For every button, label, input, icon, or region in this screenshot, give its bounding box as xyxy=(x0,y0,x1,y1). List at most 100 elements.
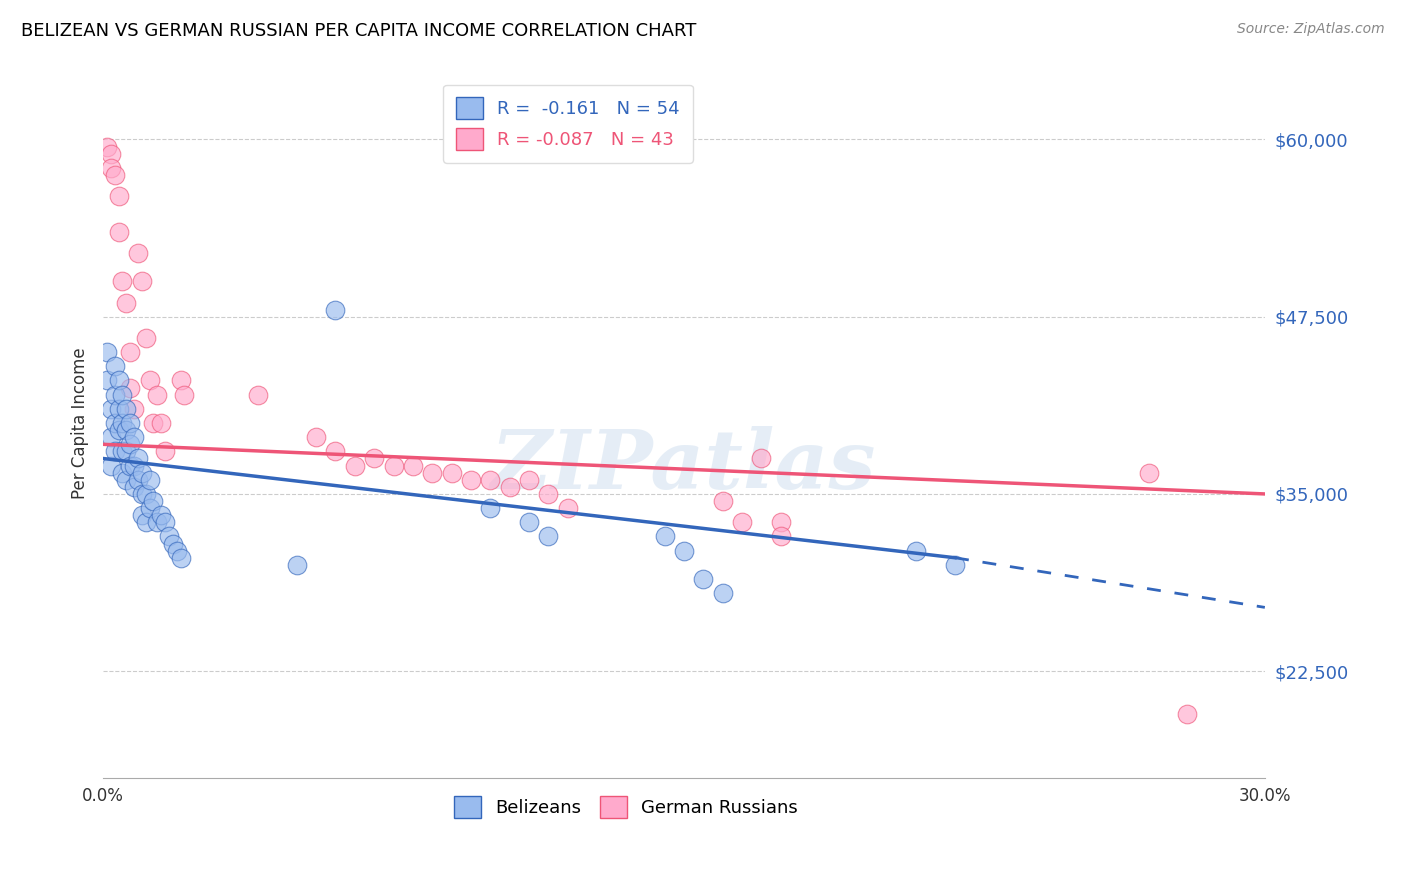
Point xyxy=(751,451,773,466)
Point xyxy=(100,161,122,175)
Point xyxy=(138,501,160,516)
Point xyxy=(111,387,134,401)
Point xyxy=(142,494,165,508)
Point xyxy=(107,189,129,203)
Point xyxy=(122,458,145,473)
Point xyxy=(769,529,792,543)
Point xyxy=(100,430,122,444)
Point xyxy=(107,423,129,437)
Point xyxy=(420,466,443,480)
Text: Source: ZipAtlas.com: Source: ZipAtlas.com xyxy=(1237,22,1385,37)
Point xyxy=(711,586,734,600)
Point xyxy=(537,529,560,543)
Point xyxy=(157,529,180,543)
Point xyxy=(115,473,138,487)
Point xyxy=(654,529,676,543)
Point xyxy=(162,536,184,550)
Point xyxy=(115,444,138,458)
Point xyxy=(120,437,142,451)
Y-axis label: Per Capita Income: Per Capita Income xyxy=(72,347,89,499)
Point xyxy=(104,444,127,458)
Point xyxy=(127,245,149,260)
Point xyxy=(305,430,328,444)
Point xyxy=(122,401,145,416)
Point xyxy=(100,401,122,416)
Point xyxy=(131,466,153,480)
Point xyxy=(115,401,138,416)
Point xyxy=(517,473,540,487)
Point xyxy=(169,550,191,565)
Point xyxy=(111,274,134,288)
Point xyxy=(127,473,149,487)
Point xyxy=(100,146,122,161)
Point xyxy=(173,387,195,401)
Point xyxy=(1177,706,1199,721)
Point xyxy=(115,423,138,437)
Point xyxy=(104,359,127,374)
Point xyxy=(120,345,142,359)
Point xyxy=(122,480,145,494)
Point xyxy=(479,473,502,487)
Point xyxy=(325,302,347,317)
Point xyxy=(905,543,928,558)
Text: BELIZEAN VS GERMAN RUSSIAN PER CAPITA INCOME CORRELATION CHART: BELIZEAN VS GERMAN RUSSIAN PER CAPITA IN… xyxy=(21,22,696,40)
Point xyxy=(107,401,129,416)
Point xyxy=(150,508,173,523)
Point xyxy=(402,458,425,473)
Point xyxy=(111,416,134,430)
Point xyxy=(499,480,522,494)
Point xyxy=(120,416,142,430)
Point xyxy=(363,451,385,466)
Point xyxy=(343,458,366,473)
Point xyxy=(122,430,145,444)
Point xyxy=(127,451,149,466)
Point xyxy=(107,374,129,388)
Point xyxy=(142,416,165,430)
Point xyxy=(672,543,695,558)
Point xyxy=(169,374,191,388)
Point xyxy=(247,387,270,401)
Point xyxy=(517,516,540,530)
Point xyxy=(153,516,176,530)
Point xyxy=(460,473,482,487)
Point xyxy=(115,295,138,310)
Legend: Belizeans, German Russians: Belizeans, German Russians xyxy=(447,789,806,825)
Point xyxy=(325,444,347,458)
Point xyxy=(692,572,714,586)
Point xyxy=(146,387,169,401)
Point xyxy=(146,516,169,530)
Point xyxy=(150,416,173,430)
Point xyxy=(120,381,142,395)
Point xyxy=(382,458,405,473)
Point xyxy=(1137,466,1160,480)
Point xyxy=(131,274,153,288)
Point xyxy=(120,458,142,473)
Point xyxy=(769,516,792,530)
Point xyxy=(557,501,579,516)
Text: ZIPatlas: ZIPatlas xyxy=(491,425,877,506)
Point xyxy=(135,331,157,345)
Point xyxy=(104,416,127,430)
Point xyxy=(111,444,134,458)
Point xyxy=(100,458,122,473)
Point xyxy=(131,487,153,501)
Point xyxy=(711,494,734,508)
Point xyxy=(104,168,127,182)
Point xyxy=(943,558,966,572)
Point xyxy=(107,225,129,239)
Point xyxy=(731,516,754,530)
Point xyxy=(285,558,308,572)
Point xyxy=(537,487,560,501)
Point xyxy=(138,473,160,487)
Point xyxy=(440,466,463,480)
Point xyxy=(166,543,188,558)
Point xyxy=(96,345,118,359)
Point xyxy=(111,466,134,480)
Point xyxy=(104,387,127,401)
Point xyxy=(135,487,157,501)
Point xyxy=(96,139,118,153)
Point xyxy=(138,374,160,388)
Point xyxy=(153,444,176,458)
Point xyxy=(479,501,502,516)
Point xyxy=(131,508,153,523)
